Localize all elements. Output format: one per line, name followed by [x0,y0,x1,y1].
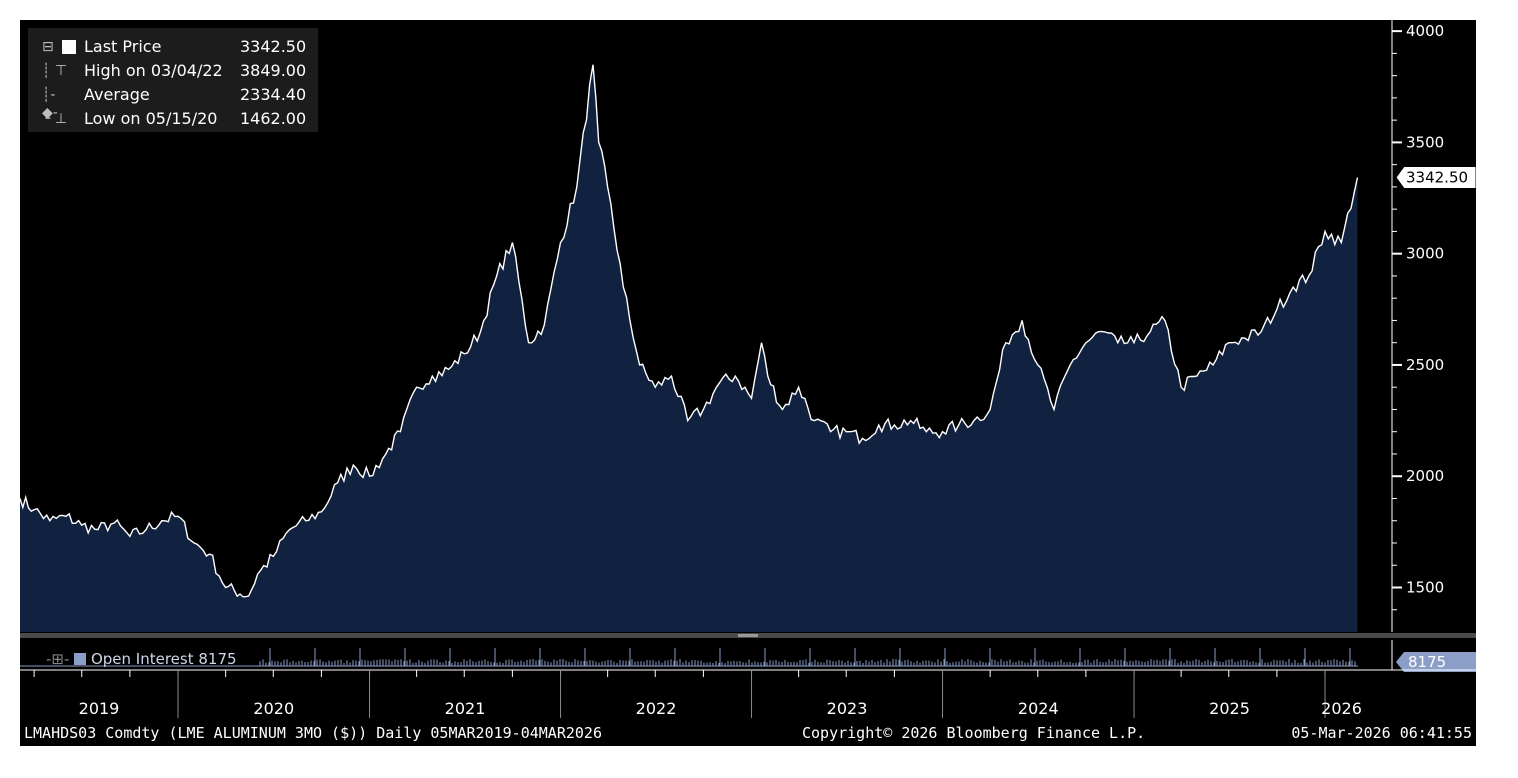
price-line [20,64,1359,598]
footer-copyright: Copyright© 2026 Bloomberg Finance L.P. [802,724,1146,742]
legend-average-label: Average [84,85,150,104]
legend-average-value: 2334.40 [240,85,307,104]
legend-low-value: 1462.00 [240,109,307,128]
legend-row-low[interactable]: └ ⊥ Low on 05/15/20 1462.00 [28,108,318,130]
open-interest-legend[interactable]: -⊞- Open Interest 8175 [46,650,237,668]
year-label-2019: 2019 [79,699,120,718]
legend-last-price-value: 3342.50 [240,37,307,56]
legend-row-average[interactable]: ┊-◆- Average 2334.40 [28,84,318,121]
legend-low-label: Low on 05/15/20 [84,109,218,128]
year-label-2023: 2023 [827,699,868,718]
year-label-2024: 2024 [1018,699,1059,718]
year-label-2025: 2025 [1209,699,1250,718]
y-tick-label-4000: 4000 [1406,22,1444,40]
legend-high-label: High on 03/04/22 [84,61,223,80]
oi-label-value: 8175 [198,650,237,668]
high-marker-icon: ┊ ⊤ [42,63,68,79]
last-price-tag [1395,165,1476,189]
bloomberg-chart-panel: 4000 3500 3000 2500 2000 1500 3342.50 8175 2019 2… [20,20,1476,746]
y-tick-label-2000: 2000 [1406,467,1444,485]
price-area-fill [20,64,1358,632]
footer-bar: LMAHDS03 Comdty (LME ALUMINUM 3MO ($)) D… [20,722,1476,746]
year-label-2021: 2021 [445,699,486,718]
y-tick-label-3000: 3000 [1406,245,1444,263]
footer-ticker: LMAHDS03 Comdty (LME ALUMINUM 3MO ($)) D… [24,724,602,742]
low-marker-icon: └ ⊥ [42,111,68,127]
oi-label-text: Open Interest [90,650,194,668]
legend-row-high[interactable]: ┊ ⊤ High on 03/04/22 3849.00 [28,60,318,82]
year-label-2026: 2026 [1321,699,1362,718]
last-price-swatch [62,40,76,54]
pane-resize-handle [738,634,758,637]
y-tick-label-3500: 3500 [1406,133,1444,151]
oi-collapse-icon[interactable]: -⊞- [46,650,70,668]
oi-swatch [74,653,87,665]
oi-value-tag-label: 8175 [1408,653,1446,671]
year-label-2020: 2020 [253,699,294,718]
footer-timestamp: 05-Mar-2026 06:41:55 [1291,724,1472,742]
legend-last-price-label: Last Price [84,37,162,56]
collapse-icon[interactable]: ⊟ [42,39,54,55]
y-tick-label-1500: 1500 [1406,578,1444,596]
year-label-2022: 2022 [636,699,677,718]
legend-box: ⊟ Last Price 3342.50 ┊ ⊤ High on 03/04/2… [28,28,318,132]
legend-row-last-price[interactable]: ⊟ Last Price 3342.50 [28,36,318,58]
oi-value-tag [1396,652,1476,672]
average-line-icon: ┊-◆- [42,87,58,121]
price-chart: 4000 3500 3000 2500 2000 1500 3342.50 8175 2019 2… [20,20,1476,718]
y-tick-label-2500: 2500 [1406,356,1444,374]
legend-high-value: 3849.00 [240,61,307,80]
last-price-tag-label: 3342.50 [1406,168,1468,186]
